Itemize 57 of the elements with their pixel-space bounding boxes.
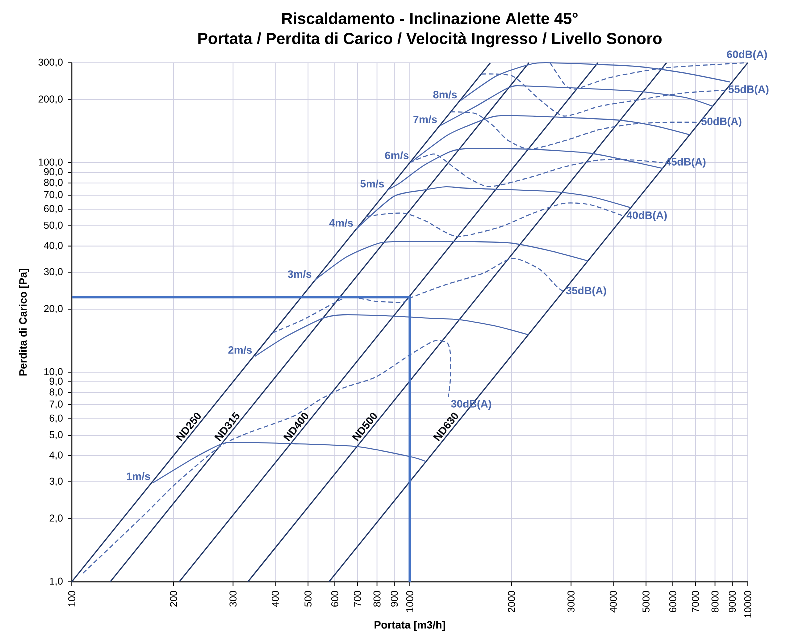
series-label: 2m/s — [228, 346, 252, 354]
series-label: 40dB(A) — [626, 211, 667, 222]
y-tick-label: 1,0 — [50, 578, 63, 586]
y-tick-label: 200,0 — [38, 96, 63, 104]
chart-subtitle: Portata / Perdita di Carico / Velocità Ingresso / Livello Sonoro — [198, 32, 662, 48]
x-axis-title: Portata [m3/h] — [374, 621, 446, 631]
x-tick-label: 1000 — [406, 591, 414, 612]
y-tick-label: 10,0 — [44, 368, 63, 377]
series-label: 7m/s — [414, 116, 438, 124]
series-label: 4m/s — [329, 219, 354, 228]
x-tick-label: 200 — [170, 591, 178, 607]
series-label: 1m/s — [127, 472, 150, 480]
chart-title: Riscaldamento - Inclinazione Alette 45° — [282, 12, 578, 24]
x-tick-label: 10000 — [744, 591, 752, 618]
y-tick-label: 30,0 — [44, 268, 63, 277]
x-tick-label: 7000 — [692, 591, 700, 612]
y-tick-label: 5,0 — [50, 431, 63, 440]
y-tick-label: 70,0 — [44, 191, 63, 200]
y-tick-label: 6,0 — [50, 414, 63, 424]
series-label: 50dB(A) — [702, 118, 742, 128]
y-tick-label: 2,0 — [50, 514, 63, 524]
series-label: 5m/s — [360, 180, 384, 188]
x-tick-label: 500 — [304, 591, 312, 607]
y-tick-label: 20,0 — [44, 305, 63, 314]
x-tick-label: 300 — [230, 591, 237, 607]
y-tick-label: 100,0 — [39, 158, 63, 168]
x-tick-label: 9000 — [729, 591, 736, 612]
y-axis-title: Perdita di Carico [Pa] — [19, 269, 30, 376]
x-tick-label: 3000 — [568, 591, 575, 613]
series-label: 55dB(A) — [728, 85, 769, 96]
x-tick-label: 100 — [68, 591, 76, 607]
y-tick-label: 60,0 — [44, 205, 63, 214]
series-label: 6m/s — [385, 152, 409, 160]
series-label: 8m/s — [434, 90, 458, 99]
y-tick-label: 50,0 — [44, 222, 63, 230]
x-tick-label: 5000 — [642, 591, 650, 613]
x-tick-label: 800 — [374, 591, 381, 607]
x-tick-label: 600 — [331, 591, 339, 607]
y-tick-label: 40,0 — [44, 242, 63, 250]
x-tick-label: 900 — [391, 591, 398, 607]
x-tick-label: 700 — [354, 591, 362, 607]
y-tick-label: 8,0 — [50, 388, 63, 397]
y-tick-label: 7,0 — [50, 400, 63, 410]
series-label: 3m/s — [288, 270, 312, 278]
y-tick-label: 90,0 — [44, 168, 63, 177]
series-label: 35dB(A) — [566, 286, 606, 297]
series-label: 60dB(A) — [727, 50, 768, 60]
y-tick-label: 300,0 — [38, 58, 63, 68]
x-tick-label: 8000 — [712, 591, 719, 612]
x-tick-label: 400 — [272, 591, 280, 608]
y-tick-label: 4,0 — [50, 452, 63, 460]
y-tick-label: 3,0 — [50, 478, 63, 486]
y-tick-label: 80,0 — [44, 179, 63, 188]
y-tick-label: 9,0 — [50, 378, 63, 386]
x-tick-label: 2000 — [508, 591, 516, 612]
x-tick-label: 4000 — [610, 591, 618, 613]
x-tick-label: 6000 — [669, 591, 677, 612]
